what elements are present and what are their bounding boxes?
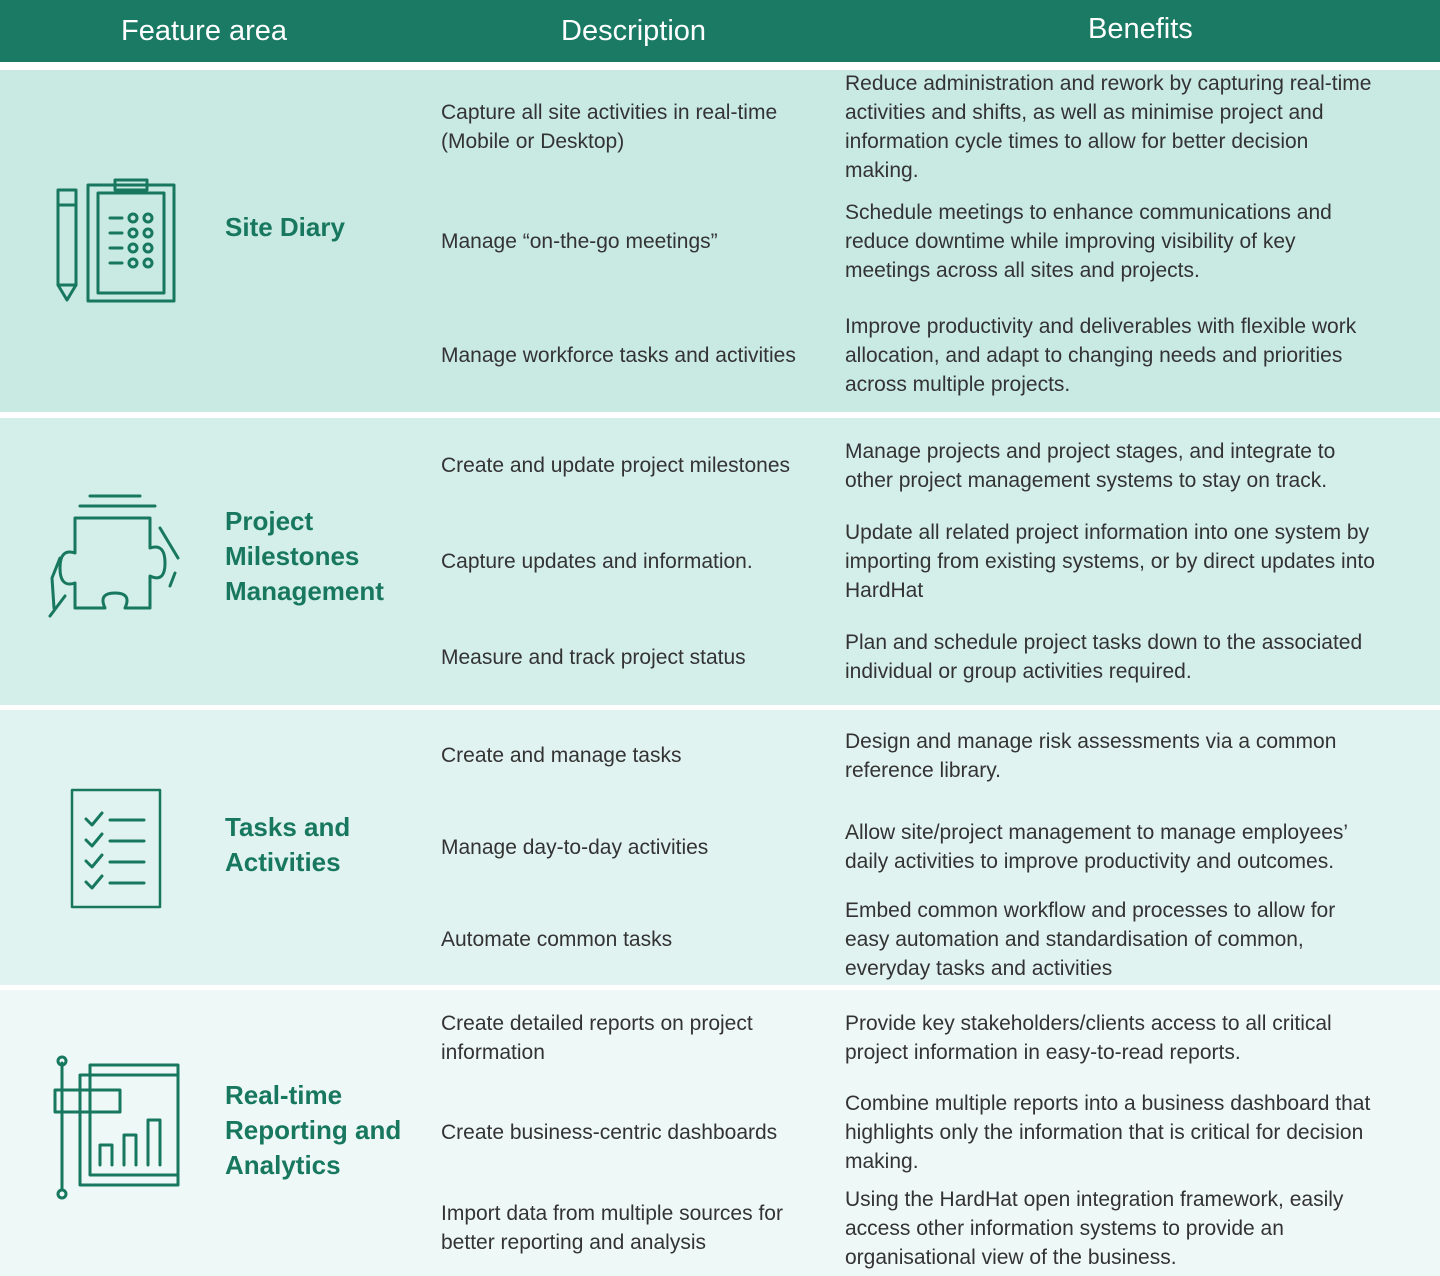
benefit: Using the HardHat open integration frame… [845,1187,1344,1269]
description: Create business-centric dashboards [441,1121,778,1145]
item-row: Manage workforce tasks and activities Imp… [441,298,1400,412]
item-row: Import data from multiple sources for be… [441,1181,1400,1276]
description: Create detailed reports on project infor… [441,1011,753,1064]
benefit: Manage projects and project stages, and … [845,439,1336,492]
item-row: Manage “on-the-go meetings” Schedule meet… [441,184,1400,298]
feature-name: Site Diary [225,212,345,242]
feature-row: Project Milestones Management Create and … [0,418,1440,705]
item-row: Create and update project milestones Mana… [441,418,1400,514]
item-row: Create detailed reports on project infor… [441,990,1400,1085]
feature-icon [40,785,190,920]
description: Automate common tasks [441,927,673,951]
benefit: Reduce administration and rework by capt… [845,72,1372,182]
description: Manage “on-the-go meetings” [441,229,718,253]
item-row: Create and manage tasks Design and manage… [441,710,1400,802]
benefit: Update all related project information i… [845,520,1375,602]
description: Manage day-to-day activities [441,835,709,859]
description: Capture updates and information. [441,549,753,573]
description: Create and update project milestones [441,454,791,478]
description: Capture all site activities in real-time… [441,101,778,153]
description: Measure and track project status [441,645,746,669]
column-header: Benefits [1088,13,1193,45]
benefit: Plan and schedule project tasks down to … [845,631,1363,684]
benefit: Design and manage risk assessments via a… [845,729,1337,782]
column-header: Description [561,15,707,47]
feature-items: Capture all site activities in real-time… [441,70,1400,412]
feature-items: Create and manage tasks Design and manage… [441,710,1400,985]
item-row: Automate common tasks Embed common workfl… [441,893,1400,985]
benefit: Allow site/project management to manage … [845,821,1348,874]
item-row: Capture all site activities in real-time… [441,70,1400,184]
benefit: Provide key stakeholders/clients access … [845,1011,1332,1064]
feature-icon [40,1055,190,1210]
feature-row: Real-time Reporting and Analytics Create … [0,990,1440,1276]
item-row: Capture updates and information. Update a… [441,514,1400,610]
feature-row: Tasks and Activities Create and manage ta… [0,710,1440,985]
description: Manage workforce tasks and activities [441,343,796,367]
item-row: Manage day-to-day activities Allow site/p… [441,802,1400,894]
column-header: Feature area [121,15,288,47]
feature-name: Tasks and Activities [225,812,351,877]
feature-name: Real-time Reporting and Analytics [225,1080,402,1180]
item-row: Measure and track project status Plan and… [441,609,1400,705]
benefit: Improve productivity and deliverables wi… [845,314,1357,396]
benefit: Combine multiple reports into a business… [845,1092,1371,1174]
description: Import data from multiple sources for be… [441,1202,783,1255]
feature-items: Create and update project milestones Mana… [441,418,1400,705]
benefit: Schedule meetings to enhance communicati… [845,200,1332,282]
feature-row: Site Diary Capture all site activities in… [0,70,1440,412]
feature-icon [40,488,190,643]
description: Create and manage tasks [441,744,682,768]
benefit: Embed common workflow and processes to a… [845,898,1336,980]
feature-name: Project Milestones Management [225,506,384,606]
feature-icon [40,175,190,310]
table-header: Feature area Description Benefits [0,0,1440,62]
feature-items: Create detailed reports on project infor… [441,990,1400,1276]
item-row: Create business-centric dashboards Combin… [441,1085,1400,1180]
